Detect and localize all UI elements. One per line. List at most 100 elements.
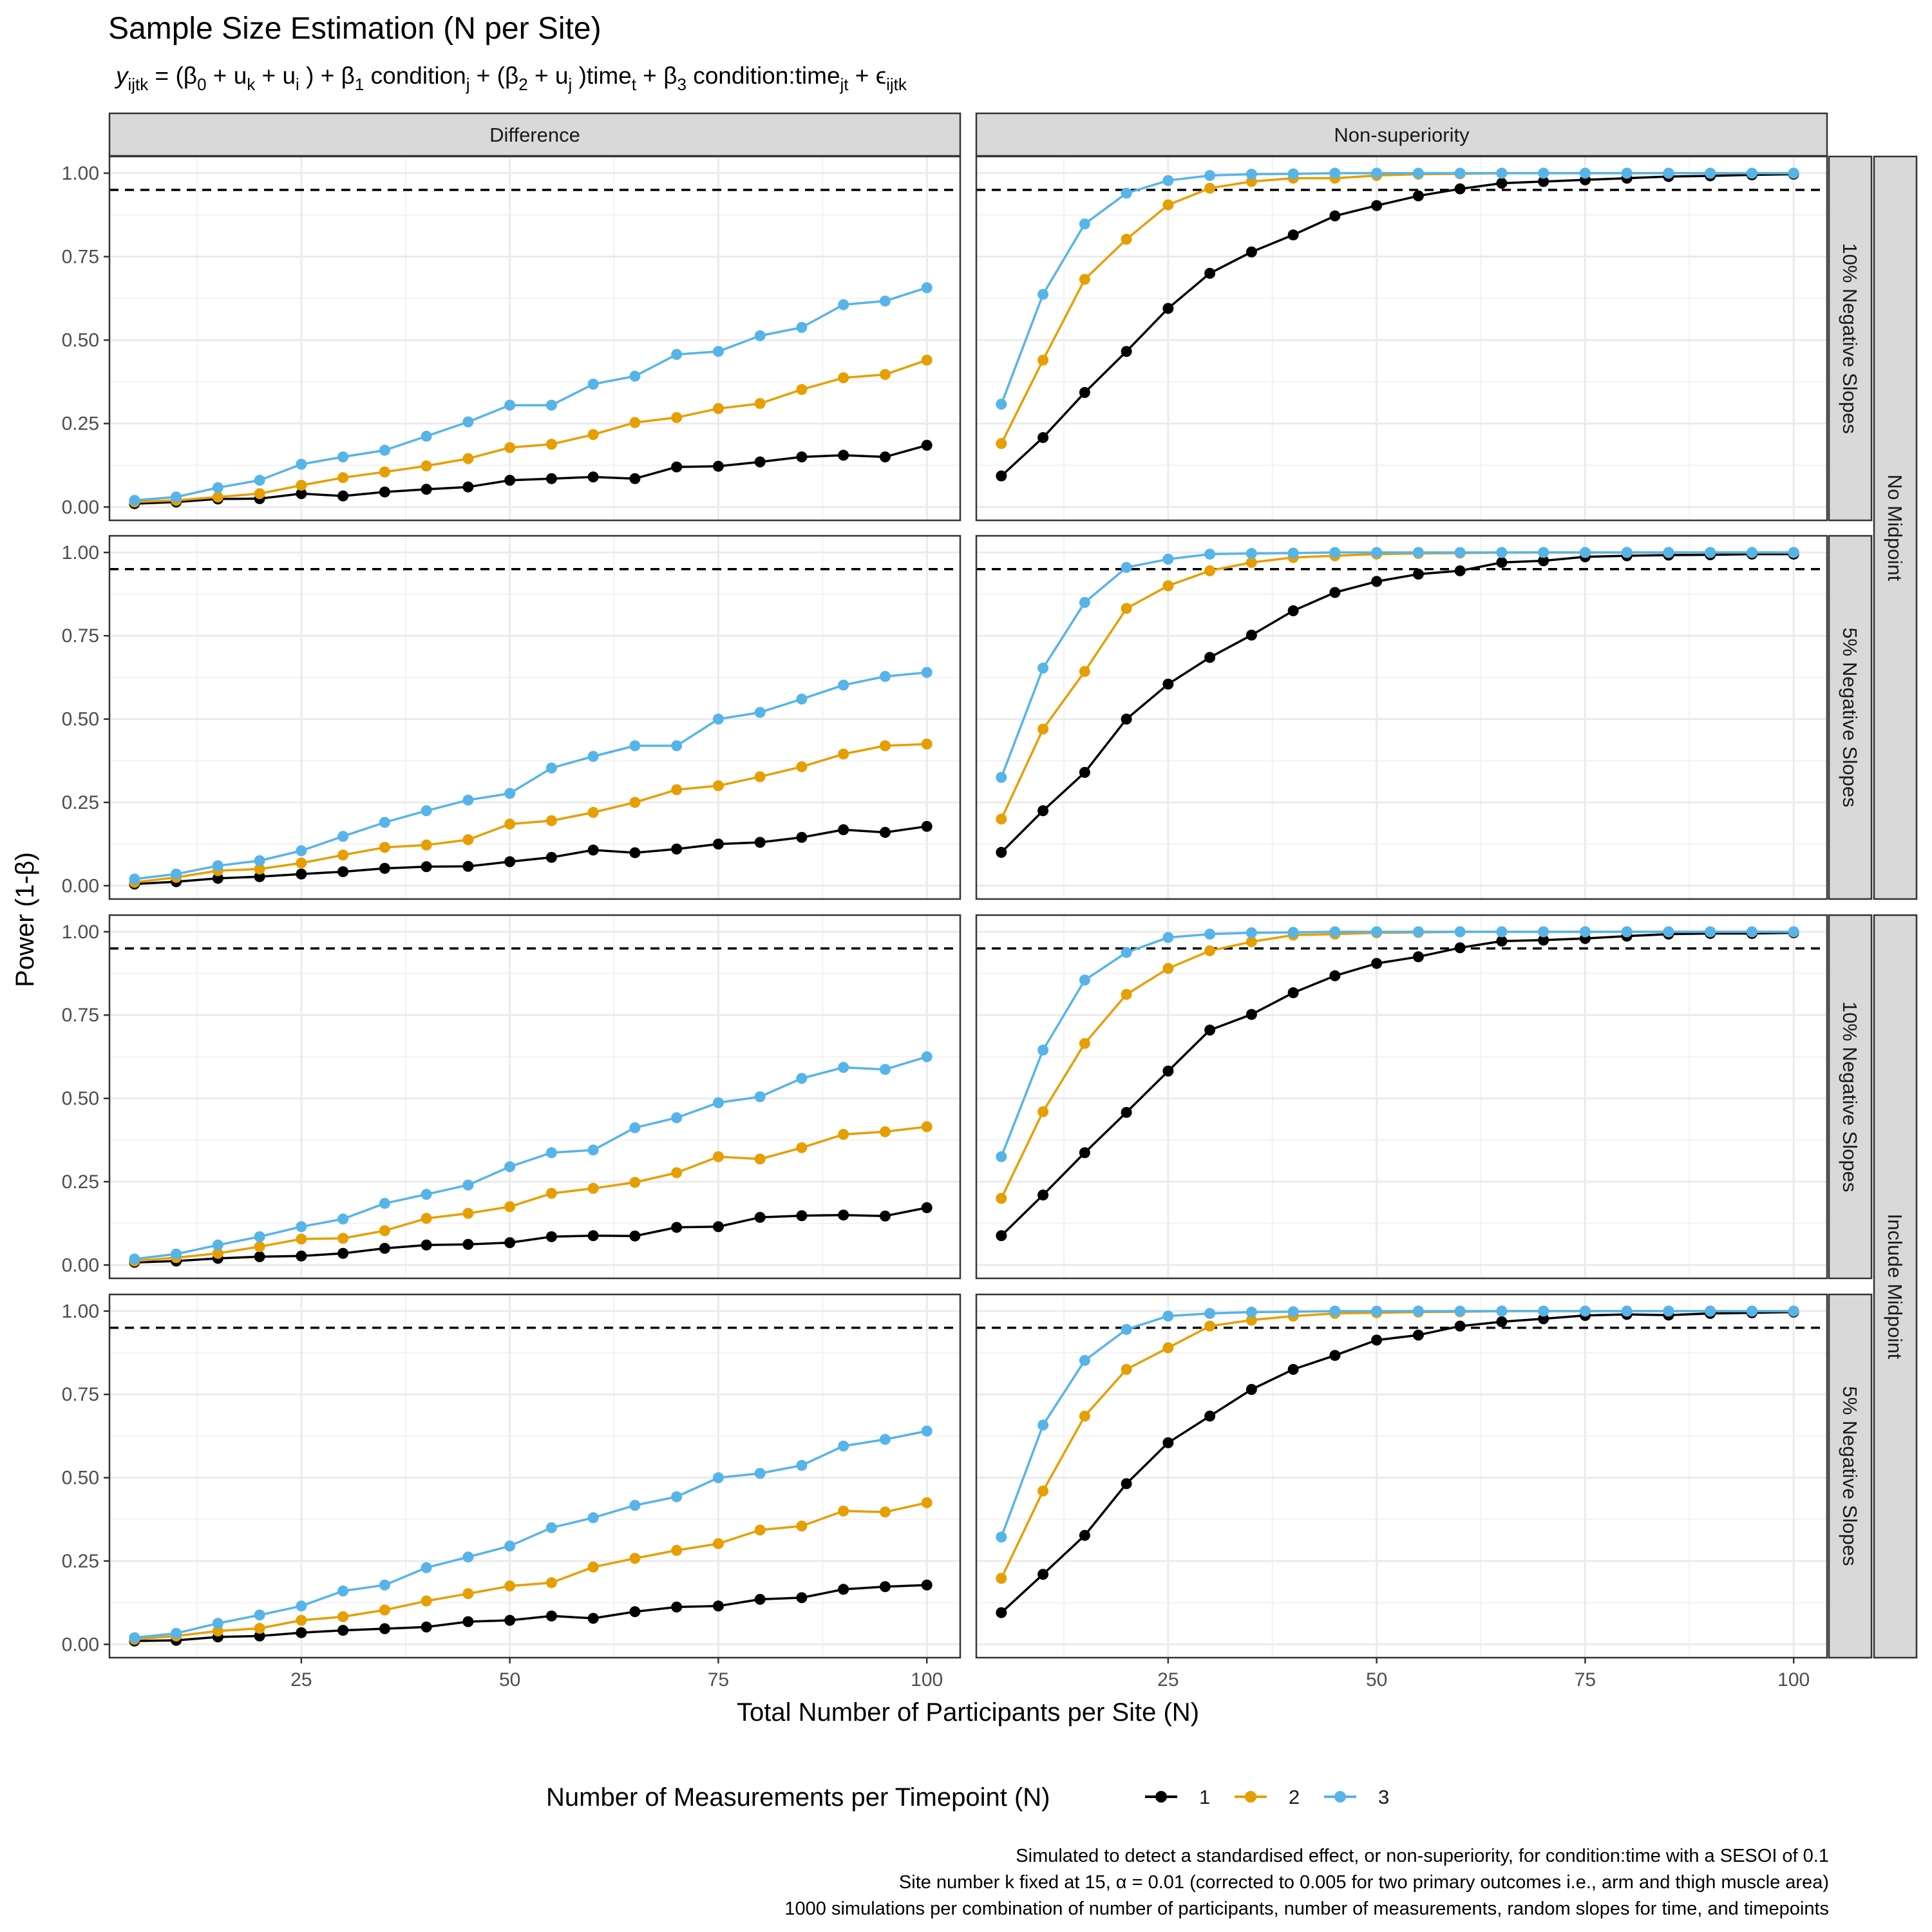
data-point-series-1: [1538, 934, 1549, 946]
data-point-series-3: [1454, 1305, 1466, 1317]
data-point-series-1: [1538, 555, 1549, 567]
data-point-series-1: [1496, 177, 1508, 189]
y-tick-label: 0.50: [62, 330, 99, 351]
data-point-series-3: [996, 1531, 1007, 1543]
data-point-series-2: [796, 384, 808, 395]
data-point-series-2: [921, 1497, 933, 1508]
x-tick-label: 100: [911, 1669, 943, 1690]
data-point-series-3: [1412, 926, 1424, 938]
data-point-series-3: [421, 1562, 432, 1573]
data-point-series-1: [1079, 1147, 1090, 1159]
data-point-series-3: [129, 1632, 140, 1643]
data-point-series-3: [254, 1231, 265, 1242]
data-point-series-1: [587, 471, 599, 483]
series-line-3: [1000, 172, 1794, 405]
data-point-series-3: [1204, 548, 1216, 560]
data-point-series-3: [1746, 926, 1757, 938]
data-point-series-1: [1162, 1065, 1174, 1077]
data-point-series-3: [996, 1151, 1007, 1162]
data-point-series-1: [1245, 1383, 1257, 1395]
data-point-series-3: [754, 1091, 766, 1103]
y-tick-label: 0.00: [62, 497, 99, 518]
data-point-series-1: [921, 1579, 933, 1591]
data-point-series-3: [1663, 926, 1674, 938]
panel-border: [108, 1293, 961, 1659]
data-point-series-2: [712, 402, 724, 414]
data-point-series-3: [1287, 547, 1299, 559]
data-point-series-1: [1287, 605, 1299, 616]
data-point-series-1: [754, 456, 766, 468]
data-point-series-3: [1496, 167, 1508, 179]
data-point-series-1: [587, 844, 599, 856]
data-point-series-1: [1329, 210, 1341, 222]
data-point-series-3: [921, 667, 933, 678]
data-point-series-3: [1538, 926, 1549, 938]
data-point-series-3: [545, 1147, 557, 1159]
data-point-series-2: [1121, 234, 1132, 245]
data-point-series-2: [1037, 1106, 1049, 1117]
series-line-3: [1000, 931, 1794, 1157]
data-point-series-3: [1121, 1323, 1132, 1335]
data-point-series-3: [1705, 167, 1716, 179]
data-point-series-2: [796, 1520, 808, 1532]
data-point-series-1: [545, 851, 557, 863]
data-point-series-3: [1121, 562, 1132, 573]
data-point-series-3: [1371, 167, 1383, 179]
data-point-series-3: [545, 1522, 557, 1533]
data-point-series-2: [296, 1615, 307, 1626]
data-point-series-1: [1496, 1316, 1508, 1327]
data-point-series-2: [838, 1505, 849, 1517]
data-point-series-2: [1204, 1320, 1216, 1332]
data-point-series-3: [171, 491, 182, 503]
panel-border: [975, 535, 1828, 900]
data-point-series-1: [671, 1222, 683, 1233]
data-point-series-2: [421, 1595, 432, 1607]
data-point-series-1: [879, 451, 891, 463]
y-tick-label: 0.25: [62, 413, 99, 435]
data-point-series-3: [1329, 1305, 1341, 1317]
data-point-series-3: [1538, 1305, 1549, 1317]
series-line-3: [134, 1430, 927, 1639]
data-point-series-1: [421, 1239, 432, 1251]
data-point-series-1: [838, 824, 849, 835]
data-point-series-3: [462, 416, 474, 428]
data-point-series-3: [1579, 167, 1591, 179]
data-point-series-3: [1788, 926, 1799, 938]
data-point-series-1: [1037, 1189, 1049, 1201]
x-tick-label: 25: [290, 1669, 312, 1690]
data-point-series-2: [671, 1544, 683, 1556]
data-point-series-3: [629, 370, 641, 382]
legend-label-3: 3: [1378, 1786, 1389, 1808]
data-point-series-1: [1287, 229, 1299, 241]
data-point-series-3: [587, 379, 599, 390]
panel-border: [108, 914, 961, 1280]
data-point-series-3: [838, 1061, 849, 1073]
data-point-series-1: [1121, 346, 1132, 357]
x-tick-label: 25: [1157, 1669, 1179, 1690]
data-point-series-3: [879, 1064, 891, 1075]
data-point-series-1: [796, 451, 808, 463]
outer-strip: [1873, 914, 1918, 1659]
data-point-series-1: [1245, 1009, 1257, 1020]
data-point-series-3: [587, 1512, 599, 1524]
y-tick-label: 0.25: [62, 1551, 99, 1572]
data-point-series-2: [1037, 1485, 1049, 1497]
data-point-series-2: [379, 1225, 390, 1236]
data-point-series-2: [587, 806, 599, 818]
facet-panel: [975, 535, 1828, 900]
data-point-series-2: [1162, 580, 1174, 592]
data-point-series-1: [1454, 942, 1466, 954]
data-point-series-1: [996, 847, 1007, 858]
data-point-series-3: [671, 1112, 683, 1124]
data-point-series-1: [996, 1607, 1007, 1618]
data-point-series-1: [629, 1606, 641, 1618]
data-point-series-1: [1079, 386, 1090, 398]
data-point-series-1: [545, 1231, 557, 1242]
x-tick-label: 75: [1575, 1669, 1596, 1690]
data-point-series-3: [1538, 547, 1549, 558]
series-line-1: [1000, 931, 1794, 1237]
data-point-series-1: [254, 1251, 265, 1262]
data-point-series-3: [296, 1221, 307, 1233]
data-point-series-3: [296, 459, 307, 470]
data-point-series-3: [1162, 553, 1174, 565]
